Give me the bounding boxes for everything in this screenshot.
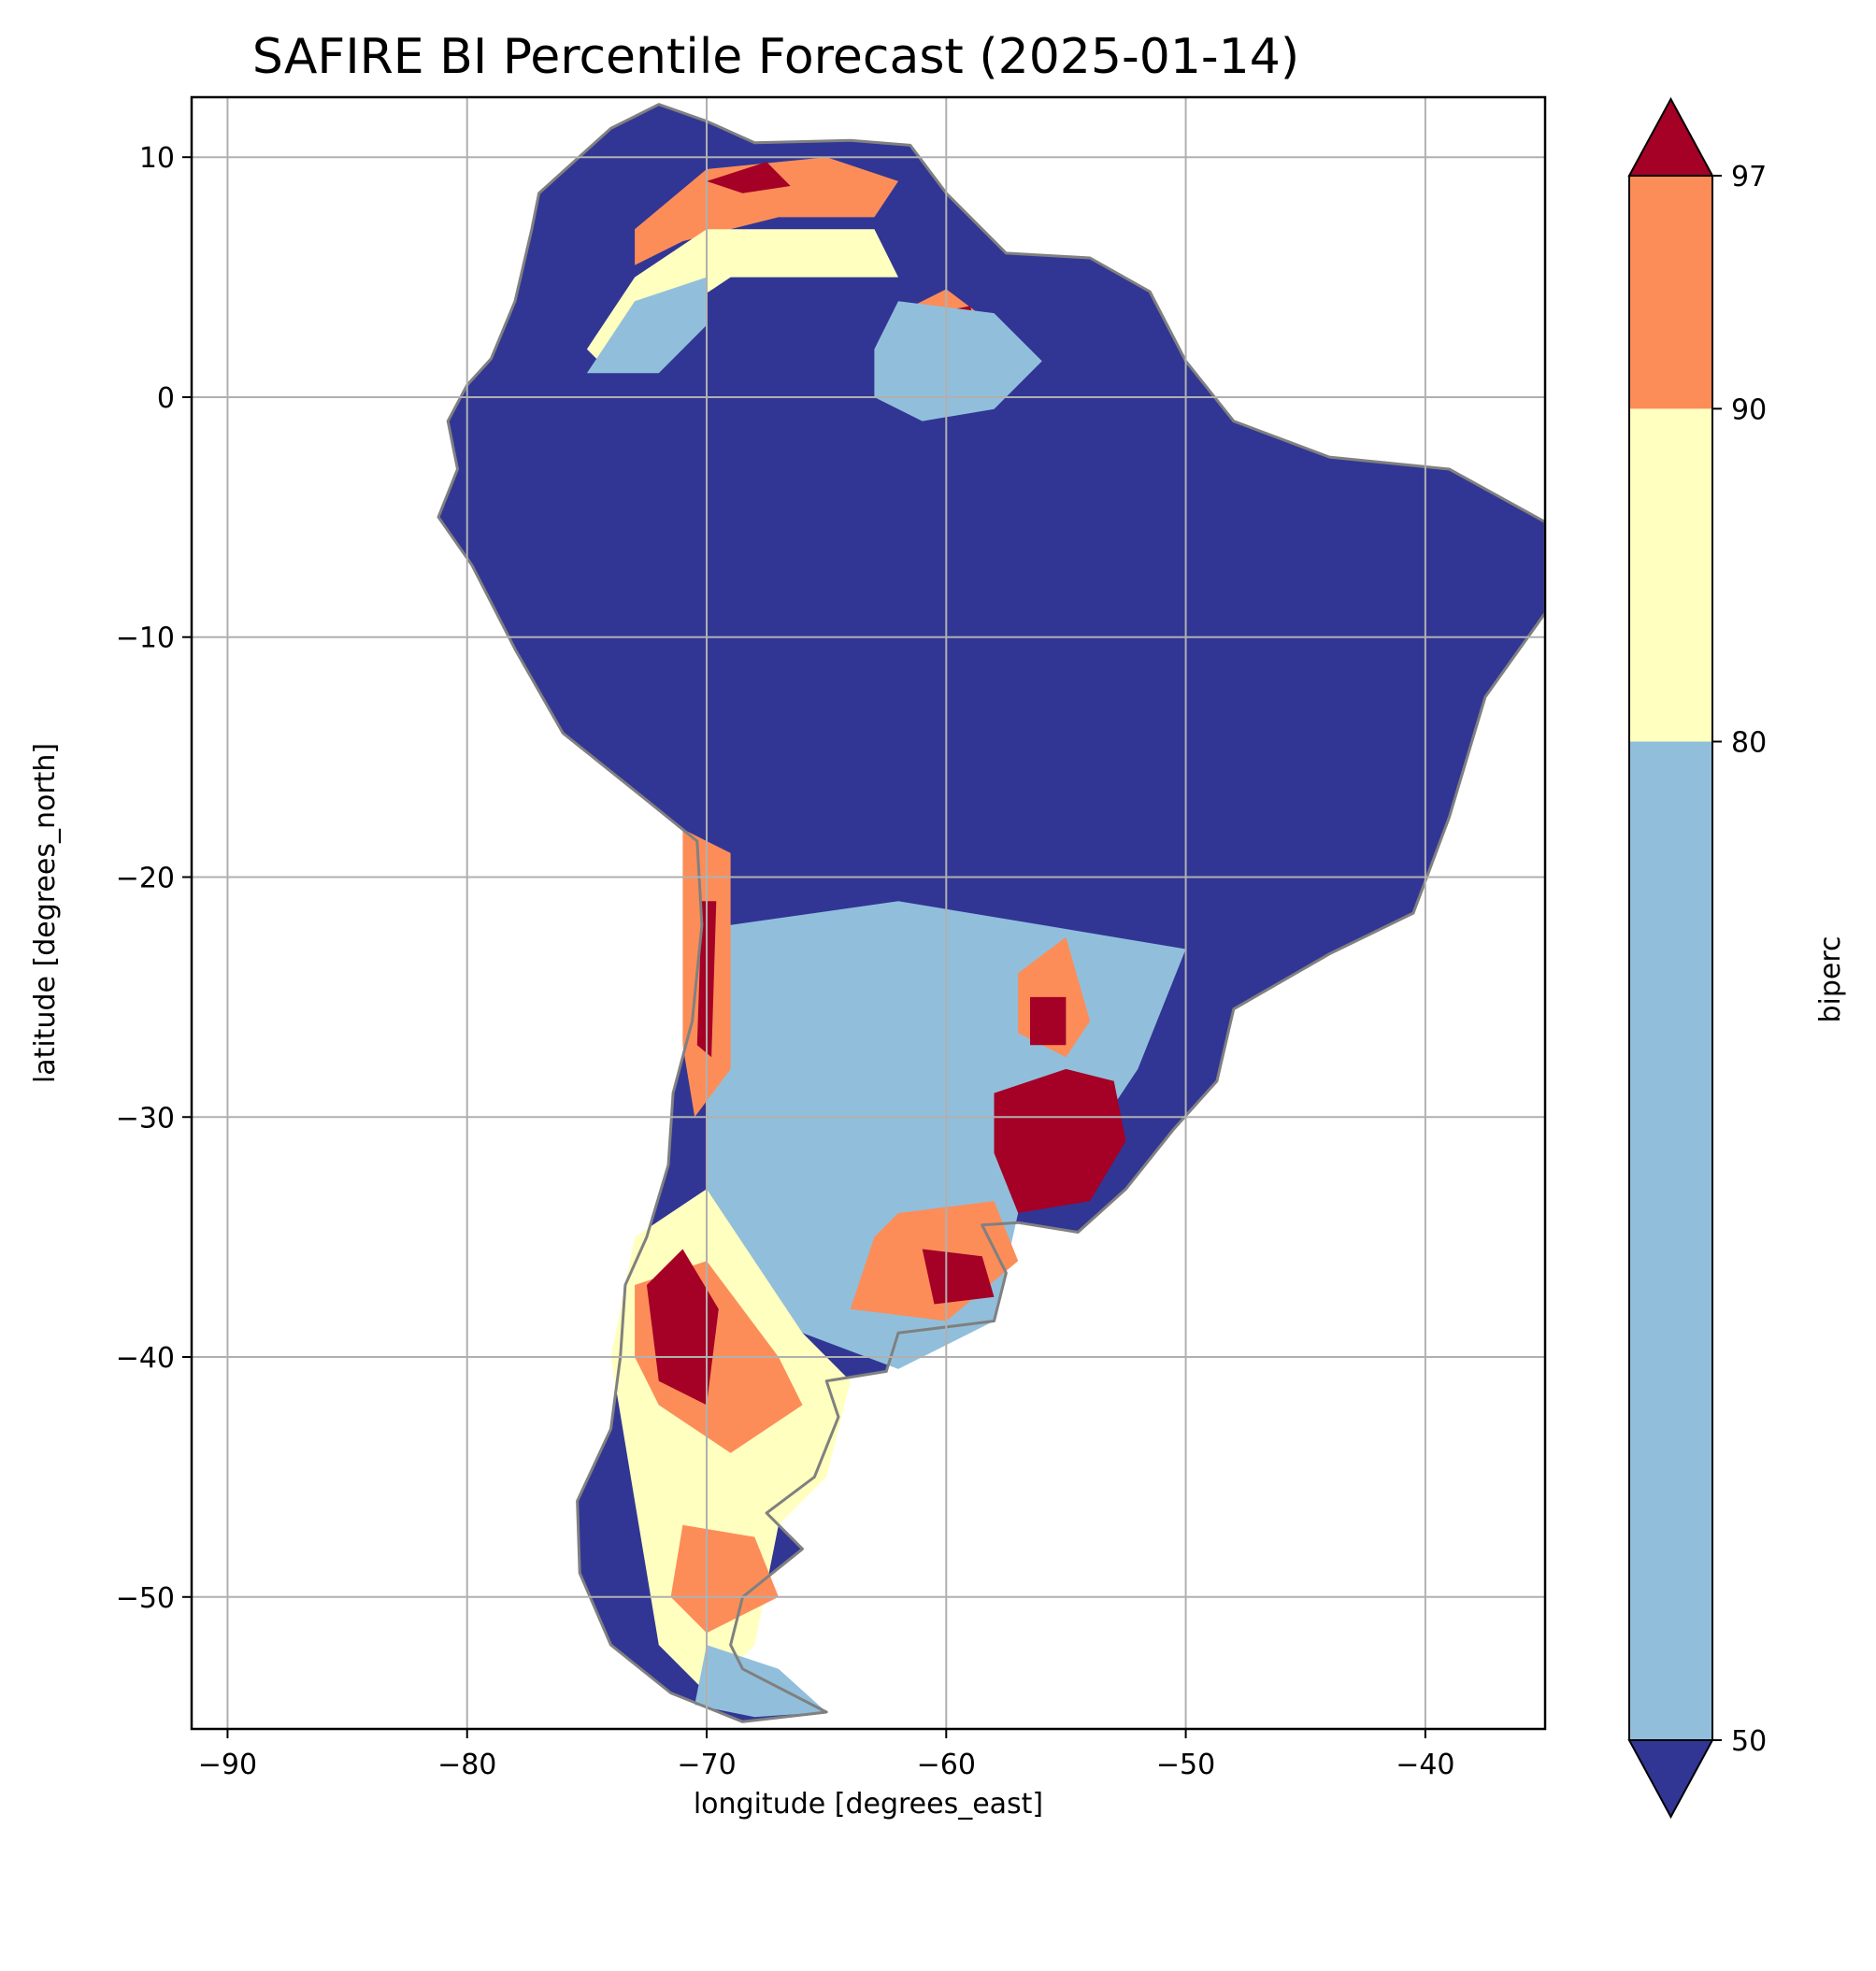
gridlines (192, 97, 1545, 1729)
y-axis-label: latitude [degrees_north] (29, 743, 62, 1083)
region-tierra-del-fuego (695, 1645, 827, 1718)
colorbar-frame (1628, 175, 1713, 1741)
region-venezuela-core (707, 162, 791, 193)
y-tick-label: −40 (116, 1342, 175, 1375)
y-tick-label: −10 (116, 622, 175, 655)
x-tick-label: −70 (677, 1749, 736, 1781)
x-axis-label: longitude [degrees_east] (694, 1788, 1043, 1821)
x-tick-label: −90 (198, 1749, 257, 1781)
plot-frame (190, 95, 1547, 1731)
colorbar: 50 80 90 97 (1627, 96, 1767, 1820)
y-tick-label: −30 (116, 1102, 175, 1135)
region-venezuela-llanos (586, 229, 898, 374)
x-tick-label: −80 (437, 1749, 496, 1781)
x-axis: −90 −80 −70 −60 −50 −40 (198, 1729, 1455, 1781)
x-tick-label: −40 (1396, 1749, 1454, 1781)
region-guyana-fringe (874, 301, 1042, 421)
colorbar-tick-label: 97 (1731, 161, 1767, 193)
region-llanos-fringe (586, 277, 707, 374)
y-tick-label: −20 (116, 862, 175, 894)
colorbar-label: biperc (1814, 936, 1847, 1022)
region-venezuela-coast (635, 157, 898, 265)
region-patagonia-south (670, 1524, 779, 1634)
region-buenos-aires-core (922, 1249, 995, 1305)
chart-title: SAFIRE BI Percentile Forecast (2025-01-1… (252, 29, 1299, 85)
colorbar-tick-label: 50 (1731, 1725, 1767, 1758)
region-parana-core (1030, 996, 1067, 1046)
x-tick-label: −50 (1156, 1749, 1215, 1781)
y-tick-label: 0 (157, 382, 175, 415)
x-tick-label: −60 (917, 1749, 976, 1781)
y-tick-label: −50 (116, 1582, 175, 1615)
region-patagonia-core (646, 1249, 719, 1406)
colorbar-segment (1629, 741, 1712, 1740)
colorbar-tick-label: 80 (1731, 726, 1767, 759)
y-tick-label: 10 (139, 142, 175, 175)
region-rio-grande-sul (994, 1068, 1126, 1213)
y-axis: 10 0 −10 −20 −30 −40 −50 (116, 142, 192, 1615)
colorbar-extend-min (1627, 1739, 1714, 1820)
colorbar-segment (1629, 408, 1712, 742)
colorbar-segment (1629, 176, 1712, 409)
colorbar-tick-label: 90 (1731, 393, 1767, 426)
colorbar-extend-max (1627, 96, 1714, 177)
